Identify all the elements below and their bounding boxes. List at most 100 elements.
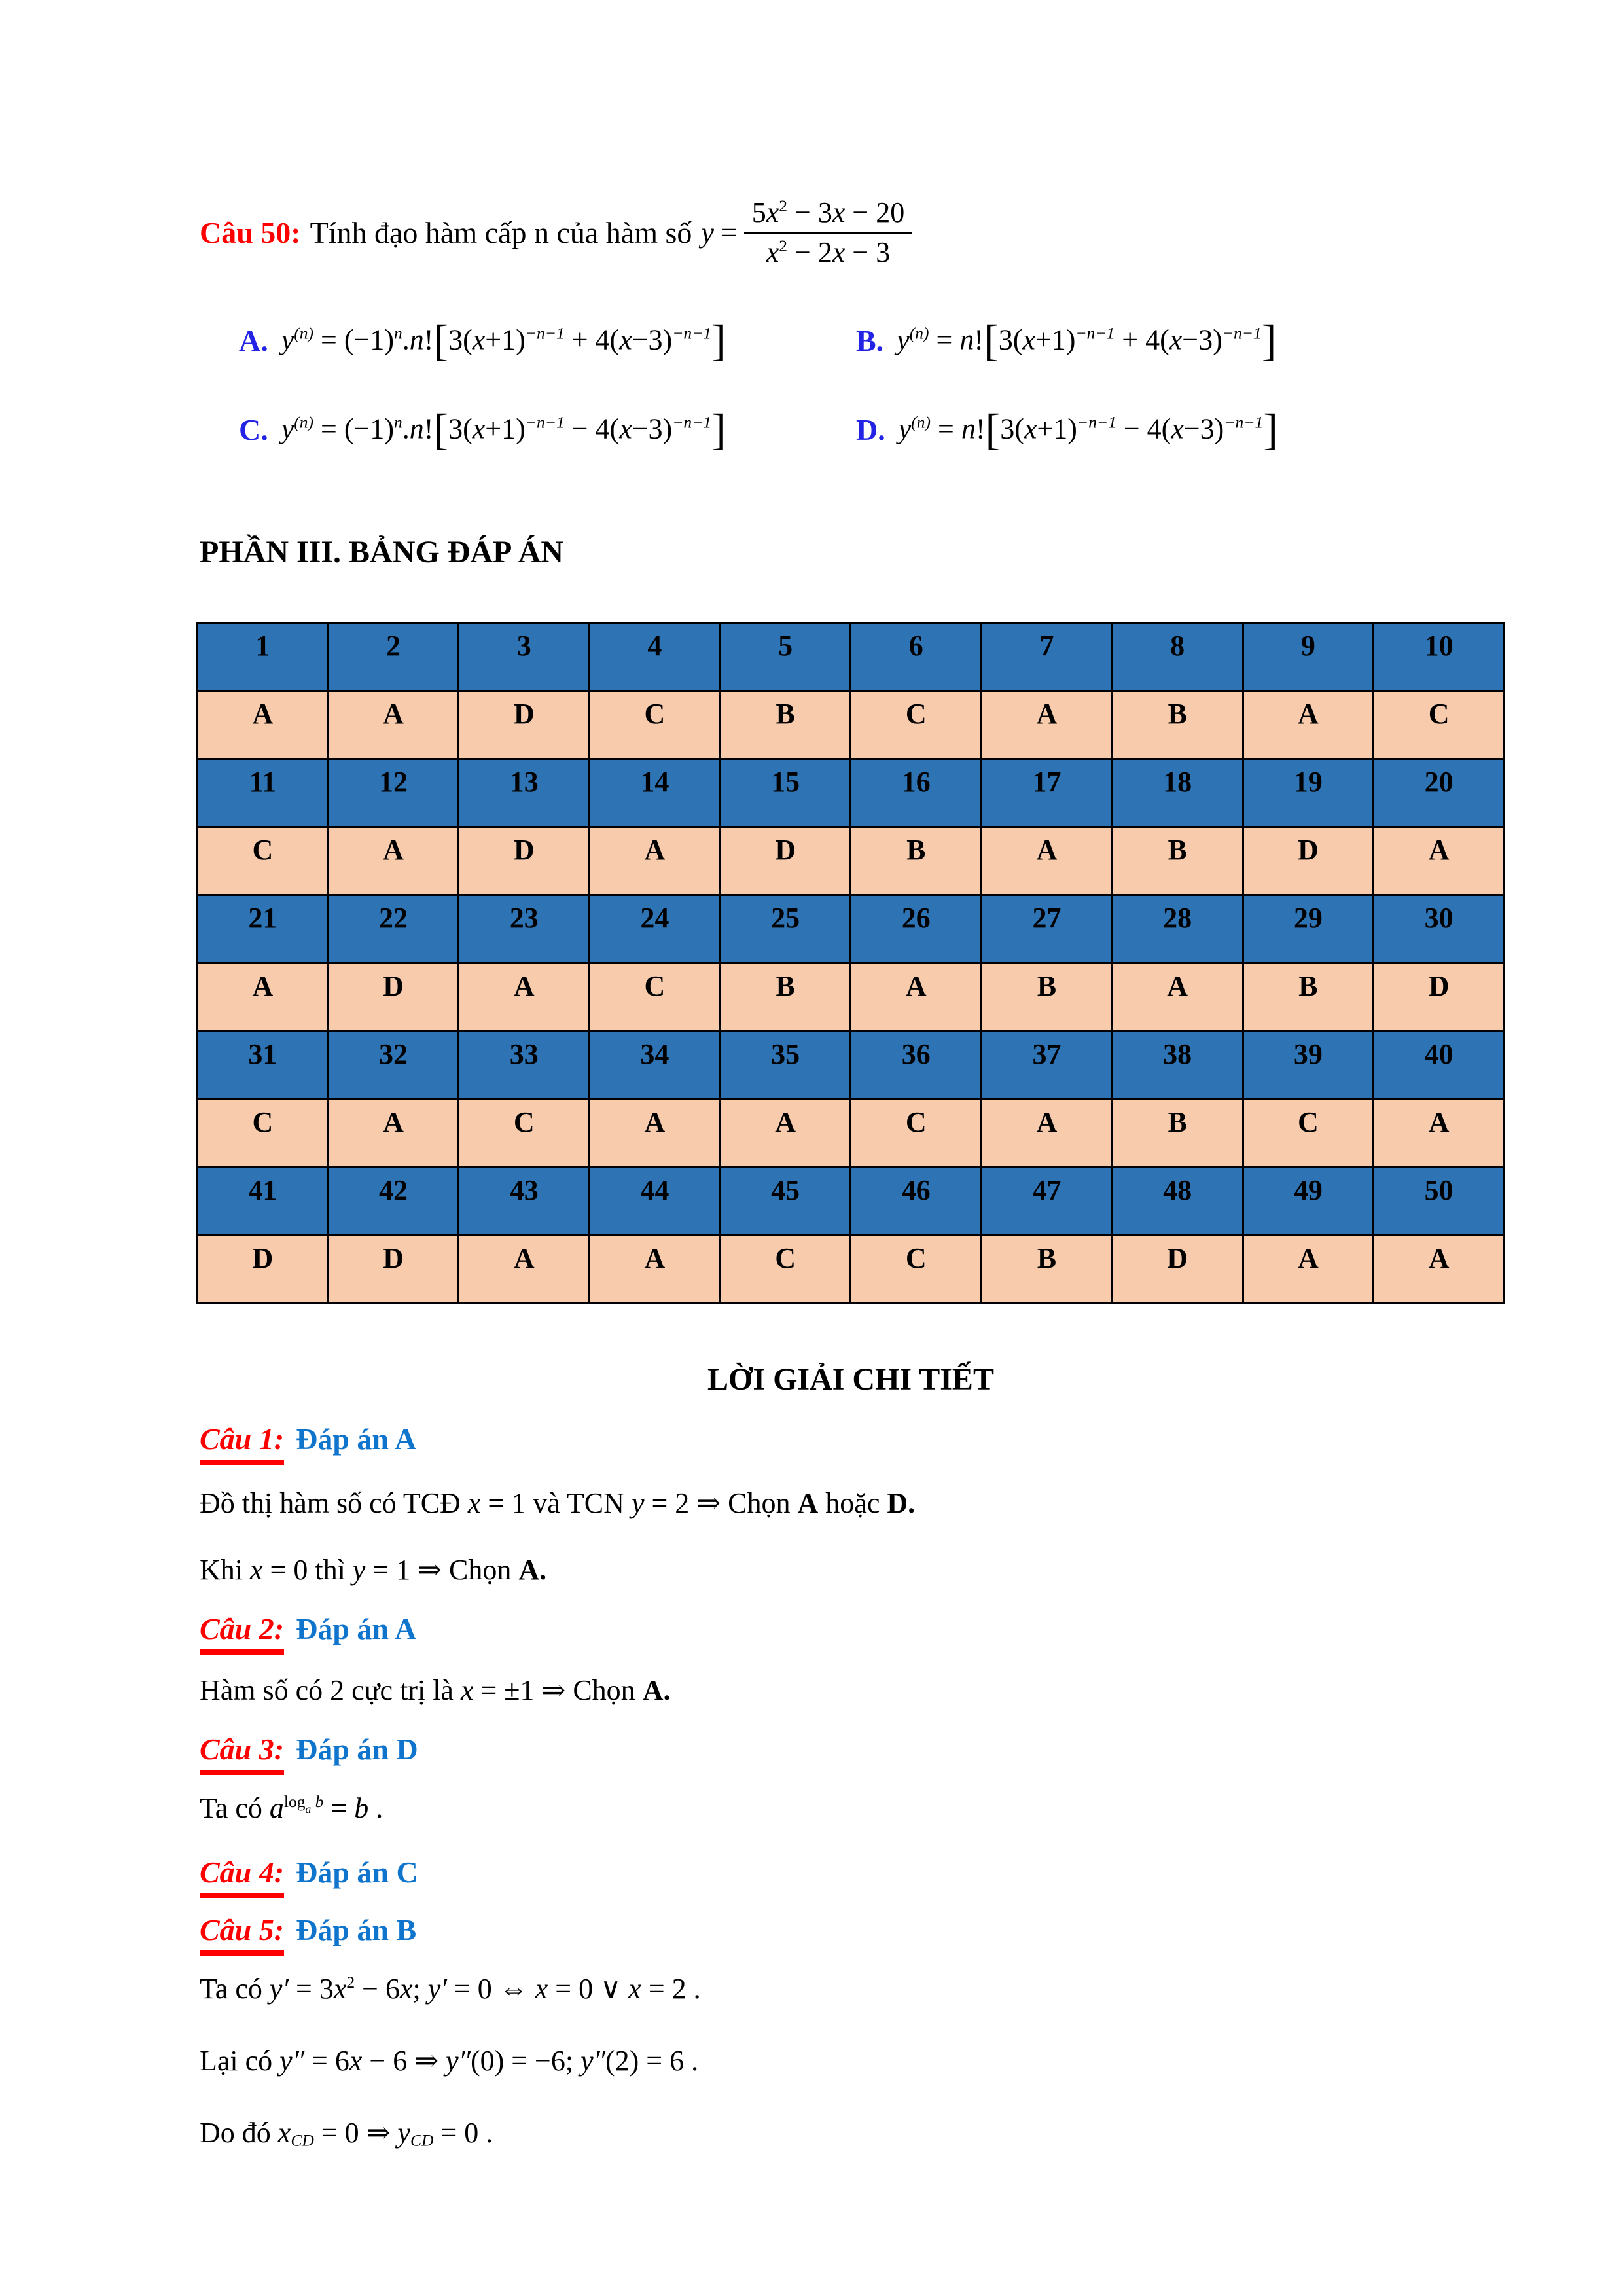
answer-cell: C [196, 1098, 329, 1168]
solution-4-label: Câu 4: [200, 1855, 285, 1898]
text-run: 2 [779, 196, 788, 216]
question-number-cell: 24 [588, 894, 721, 964]
text-run: = 0 thì [262, 1554, 353, 1586]
text-run: log [283, 1792, 306, 1812]
question-number-cell: 26 [849, 894, 983, 964]
text-run: Khi [200, 1554, 250, 1586]
text-run: 3( [1000, 412, 1024, 445]
text-run: x [1022, 323, 1035, 356]
answer-cell: D [327, 962, 460, 1032]
text-run: x [1171, 412, 1184, 445]
text-run: A [797, 1487, 819, 1519]
option-d-formula: y(n) = n![3(x+1)−n−1 − 4(x−3)−n−1] [899, 407, 1278, 452]
solution-5-label: Câu 5: [200, 1912, 285, 1956]
question-number-cell: 12 [327, 758, 460, 828]
answer-cell: C [588, 962, 721, 1032]
answer-cell: A [327, 1098, 460, 1168]
text-run: ] [1263, 404, 1278, 454]
question-number-cell: 10 [1372, 622, 1505, 692]
answer-cell: B [1111, 1098, 1244, 1168]
text-run: ! [423, 412, 434, 445]
text-run: ] [711, 404, 726, 454]
solution-1-header: Câu 1: Đáp án A [200, 1422, 416, 1465]
text-run: y″ [279, 2045, 305, 2077]
text-run: +1) [485, 412, 526, 445]
text-run: (0) = −6; [470, 2045, 581, 2077]
text-run: y [281, 412, 294, 445]
answer-cell: C [588, 690, 721, 760]
answer-cell: D [1111, 1234, 1244, 1304]
solution-5-header: Câu 5: Đáp án B [200, 1912, 416, 1956]
option-c-label: C. [239, 412, 268, 446]
answer-cell: A [588, 1234, 721, 1304]
text-run: −n−1 [1224, 412, 1264, 432]
answer-cell: C [1372, 690, 1505, 760]
text-run: n [393, 412, 402, 432]
text-run: CD [410, 2130, 434, 2150]
text-run: . [402, 412, 410, 445]
question-text: Tính đạo hàm cấp n của hàm số [310, 216, 692, 250]
answer-cell: B [1111, 690, 1244, 760]
question-number-cell: 6 [849, 622, 983, 692]
text-run: x [1024, 412, 1037, 445]
question-number-cell: 33 [457, 1030, 591, 1100]
text-run: x [250, 1554, 263, 1586]
text-run: D. [887, 1487, 916, 1519]
text-run: −3) [1183, 412, 1224, 445]
text-run: (2) = 6 . [605, 2045, 699, 2077]
answer-cell: C [849, 1234, 983, 1304]
answer-cell: B [980, 962, 1113, 1032]
answer-cell: A [457, 962, 591, 1032]
text-run: = [929, 323, 960, 356]
option-a-formula: y(n) = (−1)n.n![3(x+1)−n−1 + 4(x−3)−n−1] [281, 318, 726, 363]
question-number-cell: 35 [719, 1030, 852, 1100]
question-number-cell: 36 [849, 1030, 983, 1100]
text-run: Chọn [728, 1487, 798, 1519]
text-run: + 4( [1115, 323, 1169, 356]
answer-cell: C [849, 1098, 983, 1168]
answer-cell: A [1241, 690, 1375, 760]
question-number-cell: 46 [849, 1166, 983, 1236]
answer-cell: C [196, 826, 329, 896]
question-number-cell: 48 [1111, 1166, 1244, 1236]
text-run: −n−1 [1222, 323, 1262, 343]
text-run: x [399, 1973, 413, 2005]
option-d: D. y(n) = n![3(x+1)−n−1 − 4(x−3)−n−1] [856, 397, 1278, 462]
text-run: − 2 [787, 236, 832, 268]
question-number-cell: 45 [719, 1166, 852, 1236]
text-run: x [333, 1973, 347, 2005]
question-number-cell: 41 [196, 1166, 329, 1236]
solution-3-line-1: Ta có aloga b = b . [200, 1792, 383, 1825]
solution-4-header: Câu 4: Đáp án C [200, 1855, 418, 1898]
text-run: = 3 [289, 1973, 334, 2005]
text-run: [ [433, 404, 449, 454]
text-run: −3) [1182, 323, 1222, 356]
text-run: − 6 [355, 1973, 400, 2005]
solution-1-line-1: Đồ thị hàm số có TCĐ x = 1 và TCN y = 2 … [200, 1487, 915, 1520]
question-number-cell: 27 [980, 894, 1113, 964]
question-number-cell: 50 [1372, 1166, 1505, 1236]
text-run: 2 [346, 1973, 355, 1992]
text-run: Chọn [449, 1554, 519, 1586]
text-run: = 0 ⇔ [446, 1973, 535, 2005]
text-run: = (−1) [313, 412, 394, 445]
answer-cell: D [1241, 826, 1375, 896]
question-number-cell: 4 [588, 622, 721, 692]
text-run: a [269, 1792, 284, 1824]
text-run: y [701, 217, 714, 249]
text-run: = 0 . [433, 2117, 493, 2149]
text-run: x [460, 1674, 474, 1706]
question-number-cell: 42 [327, 1166, 460, 1236]
text-run: ] [1261, 315, 1277, 365]
text-run: x [472, 323, 486, 356]
question-number-cell: 38 [1111, 1030, 1244, 1100]
answer-cell: B [980, 1234, 1113, 1304]
text-run: Chọn [573, 1674, 643, 1706]
text-run: 2 [779, 236, 788, 255]
answer-table-row-numbers: 11 12 13 14 15 16 17 18 19 20 [196, 758, 1505, 828]
